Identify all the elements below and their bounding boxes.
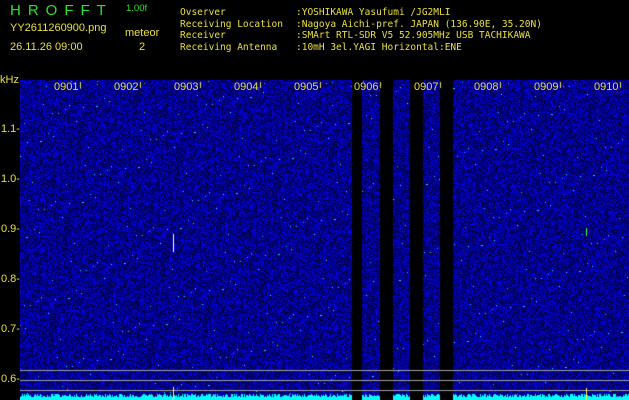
meteor-label: meteor [125, 27, 160, 39]
station-info: Ovserver :YOSHIKAWA Yasufumi /JG2MLI Rece… [180, 7, 542, 53]
filename: YY2611260900.png [10, 22, 107, 34]
version: 1.00f [126, 3, 148, 14]
x-tick-label: 0903 [174, 81, 199, 93]
datetime: 26.11.26 09:00 [10, 41, 83, 53]
x-tick-label: 0904 [234, 81, 259, 93]
info-value: :10mH 3el.YAGI Horizontal:ENE [296, 41, 462, 53]
y-tick-label: 0.6- [1, 373, 20, 385]
y-tick-label: 0.8- [1, 273, 20, 285]
info-row-antenna: Receiving Antenna :10mH 3el.YAGI Horizont… [180, 42, 542, 54]
info-value: :YOSHIKAWA Yasufumi /JG2MLI [296, 7, 451, 18]
x-tick-label: 0910 [594, 81, 619, 93]
x-tick-label: 0909 [534, 81, 559, 93]
info-value: :Nagoya Aichi-pref. JAPAN (136.90E, 35.2… [296, 18, 542, 30]
y-tick-label: 1.0- [1, 173, 20, 185]
x-tick-label: 0902 [114, 81, 139, 93]
y-tick-label: 0.9- [1, 223, 20, 235]
x-tick-label: 0901 [54, 81, 79, 93]
y-tick-label: 1.1- [1, 123, 20, 135]
app-title: HROFFT [10, 2, 113, 19]
spectrogram-canvas [20, 80, 629, 400]
x-tick-label: 0906 [354, 81, 379, 93]
x-tick-label: 0905 [294, 81, 319, 93]
info-row-location: Receiving Location :Nagoya Aichi-pref. JA… [180, 19, 542, 31]
y-tick-label: 0.7- [1, 323, 20, 335]
info-row-observer: Ovserver :YOSHIKAWA Yasufumi /JG2MLI [180, 7, 542, 19]
info-key: Receiving Location [180, 18, 283, 30]
info-value: :SMArt RTL-SDR V5 52.905MHz USB TACHIKAW… [296, 30, 531, 41]
meteor-count: 2 [139, 41, 146, 53]
y-unit-label: kHz [0, 74, 19, 86]
info-key: Ovserver [180, 7, 226, 18]
info-key: Receiver [180, 30, 226, 41]
info-key: Receiving Antenna [180, 41, 278, 53]
info-row-receiver: Receiver :SMArt RTL-SDR V5 52.905MHz USB … [180, 30, 542, 42]
x-tick-label: 0907 [414, 81, 439, 93]
x-tick-label: 0908 [474, 81, 499, 93]
